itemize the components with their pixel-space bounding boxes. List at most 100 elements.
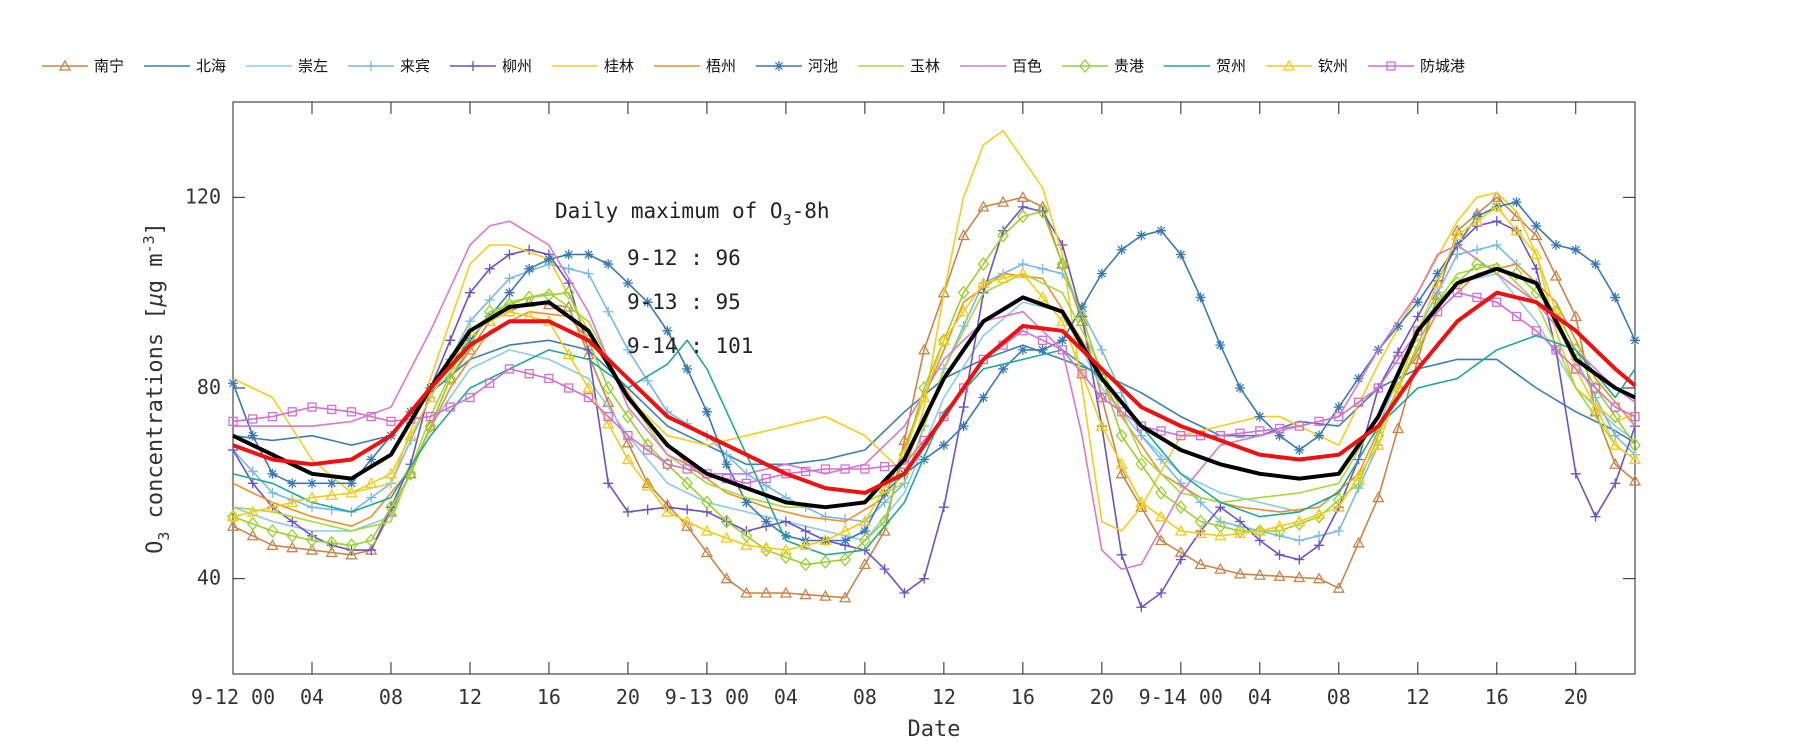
data-point bbox=[1530, 248, 1543, 260]
series-group bbox=[228, 201, 1640, 613]
data-point bbox=[938, 502, 949, 513]
data-point bbox=[840, 535, 851, 546]
data-point bbox=[385, 500, 397, 515]
data-point bbox=[504, 273, 515, 284]
data-point bbox=[622, 344, 633, 355]
x-tick-label: 16 bbox=[1011, 685, 1035, 709]
data-point bbox=[1057, 335, 1068, 346]
data-point bbox=[761, 473, 771, 484]
data-point bbox=[1332, 500, 1345, 512]
series-group bbox=[227, 204, 1641, 572]
data-point bbox=[583, 249, 594, 260]
data-point bbox=[957, 285, 970, 300]
data-point bbox=[858, 558, 871, 570]
data-point bbox=[1174, 500, 1187, 515]
data-point bbox=[681, 476, 694, 491]
data-point bbox=[504, 249, 515, 260]
data-point bbox=[1156, 225, 1167, 236]
data-point bbox=[919, 454, 930, 465]
data-point bbox=[800, 526, 811, 536]
x-tick-label: 08 bbox=[853, 685, 877, 709]
legend-marker bbox=[1386, 61, 1396, 71]
data-point bbox=[1254, 411, 1265, 422]
data-point bbox=[346, 545, 357, 556]
data-point bbox=[1214, 519, 1227, 534]
data-point bbox=[246, 505, 259, 517]
data-point bbox=[643, 445, 653, 455]
data-point bbox=[1077, 301, 1088, 312]
data-point bbox=[247, 430, 258, 441]
data-point bbox=[1590, 383, 1601, 393]
data-point bbox=[1609, 409, 1622, 424]
data-point bbox=[998, 363, 1009, 374]
data-point bbox=[761, 516, 772, 527]
data-point bbox=[839, 591, 852, 603]
data-point bbox=[820, 464, 831, 474]
data-point bbox=[1037, 344, 1048, 355]
data-point bbox=[504, 364, 515, 374]
data-point bbox=[938, 333, 950, 348]
data-point bbox=[682, 363, 693, 374]
data-point bbox=[1372, 491, 1385, 503]
legend-item: 桂林 bbox=[552, 57, 634, 75]
legend-label: 贵港 bbox=[1114, 57, 1144, 75]
data-point bbox=[305, 491, 319, 503]
data-point bbox=[1452, 288, 1462, 298]
data-point bbox=[621, 453, 635, 465]
data-point bbox=[603, 306, 614, 317]
data-point bbox=[1195, 497, 1206, 508]
data-point bbox=[1294, 535, 1305, 546]
data-point bbox=[1393, 321, 1404, 332]
data-point bbox=[1036, 291, 1049, 303]
legend-item: 贵港 bbox=[1062, 57, 1144, 75]
data-point bbox=[227, 509, 239, 524]
data-point bbox=[878, 481, 891, 493]
x-tick-label: 9-14 00 bbox=[1139, 685, 1223, 709]
data-point bbox=[642, 504, 653, 515]
legend-label: 百色 bbox=[1012, 57, 1042, 75]
data-point bbox=[1472, 292, 1482, 303]
data-point bbox=[622, 278, 633, 289]
data-point bbox=[1016, 190, 1029, 202]
x-tick-label: 04 bbox=[300, 685, 324, 709]
data-point bbox=[1590, 511, 1601, 522]
data-point bbox=[1373, 383, 1383, 393]
x-tick-label: 16 bbox=[537, 685, 561, 709]
data-point bbox=[346, 407, 357, 417]
data-point bbox=[1551, 345, 1561, 355]
data-point bbox=[879, 564, 890, 575]
data-point bbox=[1431, 288, 1444, 300]
data-point bbox=[1372, 438, 1385, 450]
data-point bbox=[939, 411, 949, 422]
data-point bbox=[1253, 568, 1266, 580]
data-point bbox=[918, 391, 931, 403]
data-point bbox=[1314, 540, 1325, 551]
data-point bbox=[701, 495, 713, 510]
data-point bbox=[1116, 244, 1127, 255]
data-point bbox=[1510, 266, 1523, 281]
data-point bbox=[306, 533, 318, 548]
data-point bbox=[603, 478, 614, 489]
data-point bbox=[1610, 478, 1621, 489]
data-point bbox=[307, 402, 317, 412]
data-point bbox=[524, 244, 535, 255]
data-point bbox=[1431, 276, 1444, 288]
data-point bbox=[1391, 381, 1405, 393]
data-point bbox=[345, 486, 358, 498]
data-point bbox=[327, 404, 337, 415]
data-point bbox=[248, 414, 258, 424]
data-point bbox=[564, 383, 574, 393]
data-point bbox=[286, 496, 299, 508]
data-point bbox=[1293, 515, 1306, 527]
data-point bbox=[305, 543, 319, 555]
data-point bbox=[1472, 244, 1483, 255]
data-point bbox=[386, 416, 396, 427]
data-point bbox=[800, 466, 811, 477]
data-point bbox=[1570, 244, 1581, 255]
data-point bbox=[780, 516, 791, 527]
data-point bbox=[287, 478, 298, 489]
data-point bbox=[1016, 267, 1029, 279]
data-point bbox=[760, 541, 773, 553]
data-point bbox=[562, 348, 575, 360]
data-point bbox=[1294, 421, 1304, 431]
